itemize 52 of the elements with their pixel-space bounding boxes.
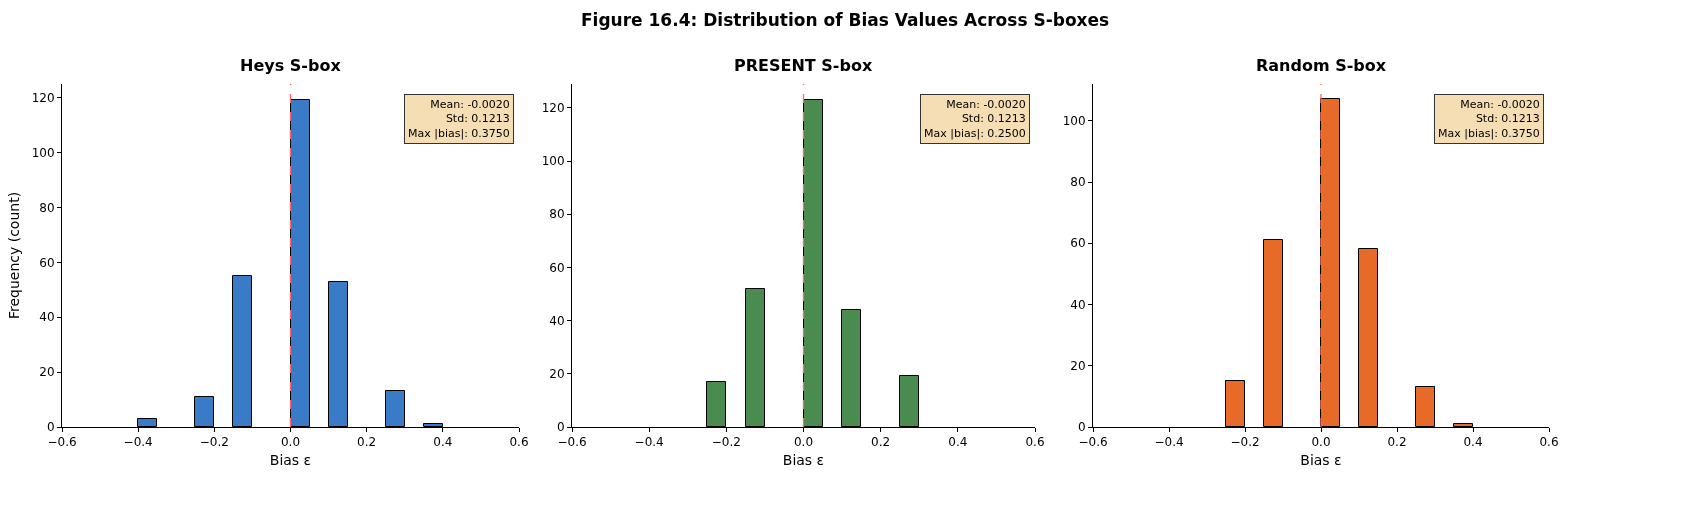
x-tick-label: 0.4 xyxy=(948,435,968,450)
y-tick-label: 80 xyxy=(39,200,55,215)
x-tick-label: −0.4 xyxy=(1154,435,1184,450)
x-tick-label: 0.2 xyxy=(1387,435,1407,450)
x-tick-label: −0.6 xyxy=(1078,435,1108,450)
y-tick-label: 0 xyxy=(1077,420,1086,435)
y-tick-label: 60 xyxy=(549,260,565,275)
x-tick-label: 0.2 xyxy=(871,435,891,450)
x-tick-label: 0.4 xyxy=(433,435,453,450)
x-axis-title: Bias ε xyxy=(782,451,825,468)
x-axis-title: Bias ε xyxy=(269,451,312,468)
y-tick-label: 100 xyxy=(541,154,565,169)
y-tick-label: 20 xyxy=(549,367,565,382)
x-axis-title: Bias ε xyxy=(1300,451,1342,468)
x-tick-label: 0.2 xyxy=(357,435,377,450)
y-tick-label: 100 xyxy=(31,145,55,160)
x-tick-label: −0.2 xyxy=(711,435,741,450)
y-tick-label: 0 xyxy=(556,420,565,435)
annotation: Mean: -0.0020 Std: 0.1213 Max |bias|: 0.2500 xyxy=(924,98,1026,140)
x-tick-label: 0.0 xyxy=(793,435,814,450)
chart-title: Random S-box xyxy=(1256,56,1387,75)
y-tick-label: 100 xyxy=(1062,113,1086,128)
y-tick-label: 40 xyxy=(39,310,55,325)
y-tick-label: 60 xyxy=(39,255,55,270)
x-tick-label: −0.6 xyxy=(557,435,587,450)
x-tick-label: 0.6 xyxy=(1539,435,1559,450)
y-tick-label: 60 xyxy=(1070,236,1086,251)
y-tick-label: 80 xyxy=(549,207,565,222)
y-tick-label: 20 xyxy=(1070,358,1086,373)
y-tick-label: 0 xyxy=(46,420,55,435)
y-tick-label: 80 xyxy=(1070,175,1086,190)
x-tick-label: −0.2 xyxy=(1230,435,1260,450)
y-tick-label: 40 xyxy=(549,313,565,328)
chart-title: PRESENT S-box xyxy=(734,56,873,75)
y-tick-label: 40 xyxy=(1070,297,1086,312)
y-axis-title: Frequency (count) xyxy=(6,191,23,320)
y-tick-label: 20 xyxy=(39,365,55,380)
y-tick-label: 120 xyxy=(541,101,565,116)
x-tick-label: 0.4 xyxy=(1463,435,1483,450)
x-tick-label: 0.0 xyxy=(280,435,301,450)
chart-subtitle: Figure 16.4: Distribution of Bias Values Across S-boxes xyxy=(581,10,1110,30)
annotation: Mean: -0.0020 Std: 0.1213 Max |bias|: 0.3750 xyxy=(408,98,510,140)
x-tick-label: −0.4 xyxy=(123,435,153,450)
y-tick-label: 120 xyxy=(31,90,55,105)
x-tick-label: −0.4 xyxy=(634,435,664,450)
x-tick-label: −0.6 xyxy=(47,435,77,450)
annotation: Mean: -0.0020 Std: 0.1213 Max |bias|: 0.3750 xyxy=(1438,98,1540,140)
x-tick-label: 0.0 xyxy=(1311,435,1331,450)
x-tick-label: 0.6 xyxy=(1025,435,1045,450)
x-tick-label: −0.2 xyxy=(199,435,229,450)
x-tick-label: 0.6 xyxy=(509,435,529,450)
chart-title: Heys S-box xyxy=(240,56,342,75)
